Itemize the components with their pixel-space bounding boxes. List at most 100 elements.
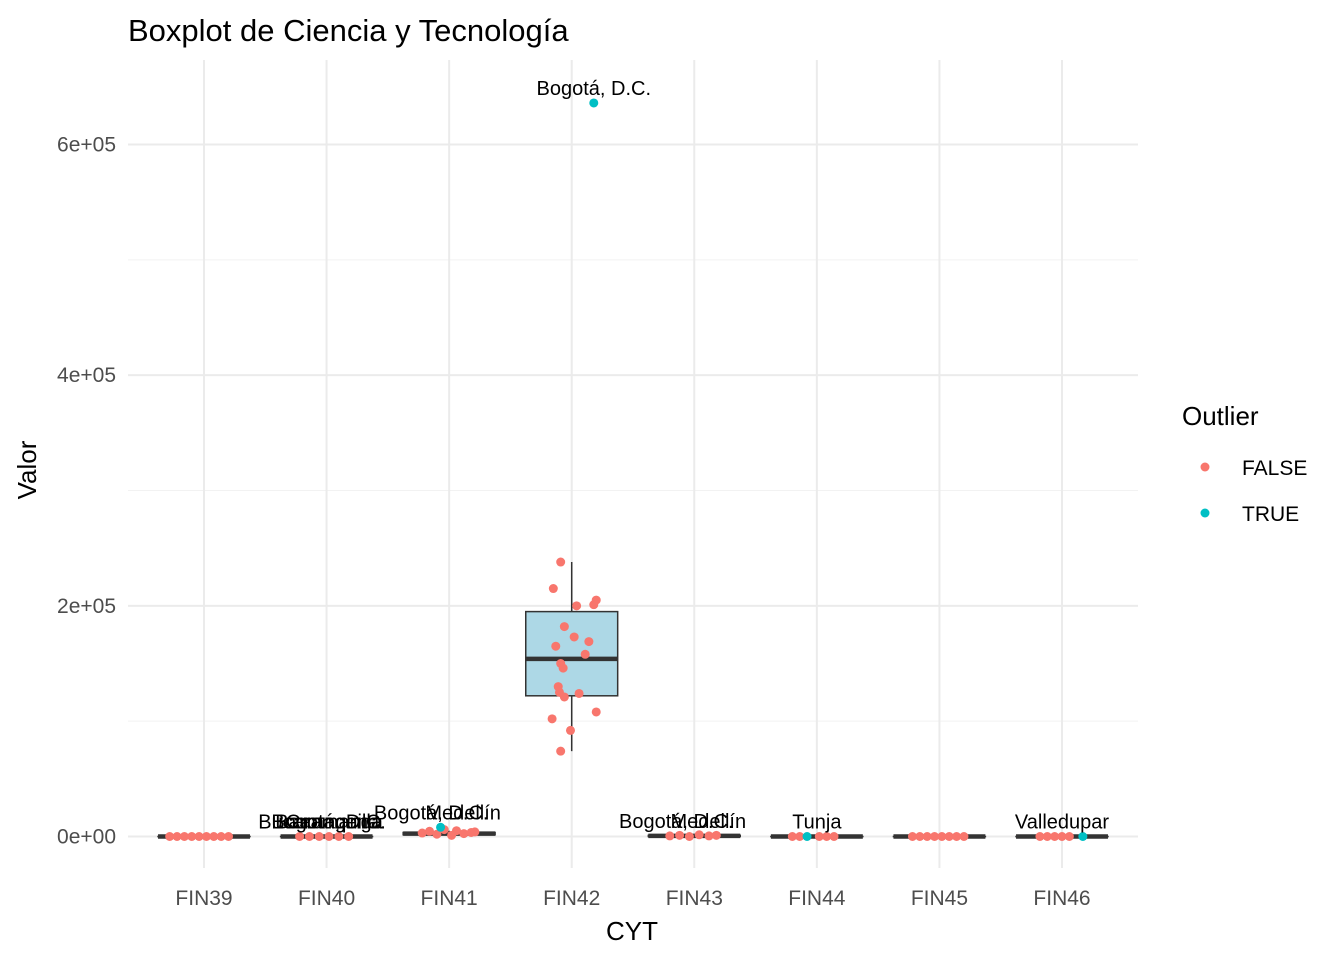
data-point [937, 832, 947, 841]
data-point [907, 832, 917, 841]
box-fin42 [525, 562, 619, 752]
x-tick-label: FIN42 [543, 887, 600, 910]
point-label: Medellín [670, 811, 746, 833]
data-point [547, 714, 557, 724]
data-point [559, 622, 569, 632]
data-point [1035, 832, 1045, 841]
data-point [829, 832, 839, 841]
data-point [814, 832, 824, 841]
data-point [822, 832, 832, 841]
data-point [1042, 832, 1052, 841]
y-axis-title: Valor [12, 440, 42, 499]
data-point [459, 829, 469, 839]
outlier-point [802, 832, 812, 841]
data-point [711, 830, 721, 840]
data-point [1064, 832, 1074, 841]
x-tick-label: FIN39 [175, 887, 232, 910]
data-point [556, 746, 566, 756]
data-point [684, 832, 694, 841]
outlier-point [436, 822, 446, 832]
legend: Outlier FALSE TRUE [1182, 401, 1307, 526]
x-tick-label: FIN40 [298, 887, 355, 910]
data-point [470, 827, 480, 837]
x-tick-label: FIN45 [911, 887, 968, 910]
x-axis-title: CYT [606, 916, 658, 946]
outlier-point [589, 98, 599, 108]
data-point [334, 832, 344, 841]
data-point [165, 832, 175, 841]
box-iqr [525, 610, 619, 697]
data-point [556, 557, 566, 567]
point-label: Bogotá, D.C. [619, 811, 734, 833]
data-point [194, 832, 204, 841]
data-point [675, 830, 685, 840]
y-tick-label: 0e+00 [57, 826, 116, 849]
data-point [324, 832, 334, 841]
x-axis-ticks: FIN39 FIN40 FIN41 FIN42 FIN43 FIN44 FIN45 FIN46 [175, 887, 1090, 910]
data-point [565, 725, 575, 735]
data-point [425, 826, 435, 836]
legend-title: Outlier [1182, 401, 1259, 431]
data-point [1057, 832, 1067, 841]
point-label: Bogotá, D.C. [537, 78, 652, 100]
y-tick-label: 4e+05 [57, 364, 116, 387]
data-point [694, 830, 704, 840]
data-point [922, 832, 932, 841]
point-label: Tunja [792, 812, 842, 834]
data-point [216, 832, 226, 841]
data-point [589, 600, 599, 610]
data-point [959, 832, 969, 841]
chart-title: Boxplot de Ciencia y Tecnología [128, 13, 569, 48]
data-point [451, 826, 461, 836]
y-axis-ticks: 0e+00 2e+05 4e+05 6e+05 [57, 134, 116, 849]
data-point [569, 632, 579, 642]
point-label: Cartagena [286, 812, 380, 834]
data-point [915, 832, 925, 841]
data-point [314, 832, 324, 841]
point-label: Bogotá, D.C. [374, 802, 489, 824]
point-label: Valledupar [1015, 812, 1109, 834]
y-tick-label: 6e+05 [57, 134, 116, 157]
data-point [665, 831, 675, 841]
data-point [432, 829, 442, 839]
legend-key-true [1200, 508, 1210, 518]
box-fin43 [647, 833, 741, 839]
x-tick-label: FIN41 [421, 887, 478, 910]
data-point [551, 641, 561, 651]
data-point [952, 832, 962, 841]
point-label: Bogotá, D.C. [271, 812, 386, 834]
boxes [157, 562, 1109, 839]
data-point [417, 828, 427, 838]
data-point [304, 832, 314, 841]
data-point [591, 707, 601, 717]
data-point [1050, 832, 1060, 841]
data-point [574, 688, 584, 698]
data-point [295, 832, 305, 841]
data-point [172, 832, 182, 841]
data-point [584, 637, 594, 647]
data-point [187, 832, 197, 841]
grid [128, 60, 1138, 868]
data-point [930, 832, 940, 841]
data-point [344, 832, 354, 841]
outlier-point [1078, 832, 1088, 841]
point-label: Medellín [425, 802, 501, 824]
data-point [209, 832, 219, 841]
data-point [179, 832, 189, 841]
data-point [559, 692, 569, 702]
point-label: Barranquilla [275, 812, 383, 834]
data-point [580, 649, 590, 659]
legend-label-false: FALSE [1242, 457, 1307, 480]
x-tick-label: FIN46 [1033, 887, 1090, 910]
data-point [572, 601, 582, 611]
points [165, 98, 1088, 841]
point-label: Bucaramanga [258, 812, 383, 834]
x-tick-label: FIN43 [666, 887, 723, 910]
x-tick-label: FIN44 [788, 887, 846, 910]
data-point [548, 584, 558, 594]
data-point [704, 831, 714, 841]
legend-key-false [1200, 462, 1210, 472]
data-point [944, 832, 954, 841]
